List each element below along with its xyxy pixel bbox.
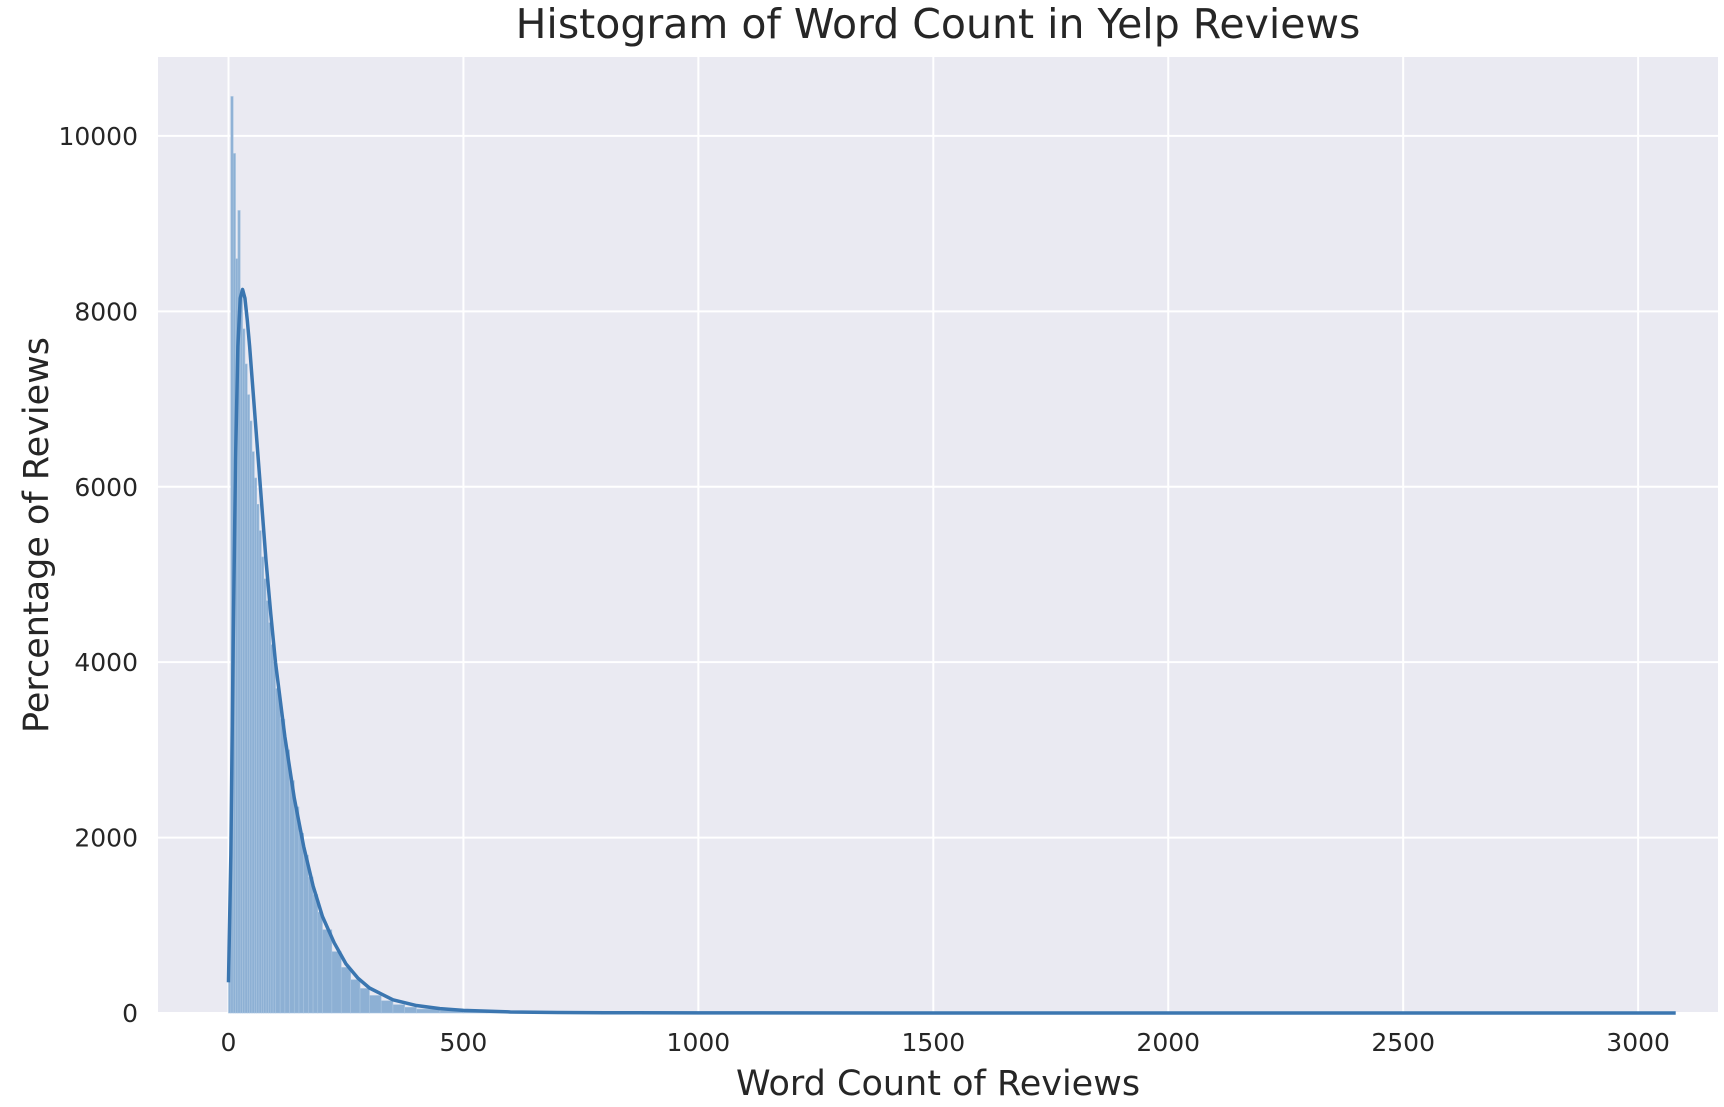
- histogram-bar: [243, 329, 245, 1013]
- histogram-bar: [273, 662, 275, 1013]
- y-tick-label: 0: [122, 999, 138, 1028]
- histogram-bar: [290, 781, 295, 1013]
- y-tick-label: 8000: [74, 297, 138, 326]
- chart-title: Histogram of Word Count in Yelp Reviews: [516, 0, 1361, 48]
- histogram-bar: [318, 912, 323, 1013]
- histogram-bar: [245, 364, 247, 1013]
- histogram-bar: [259, 531, 261, 1013]
- y-tick-labels: 0 2000 4000 6000 8000 10000: [58, 122, 138, 1028]
- histogram-bar: [351, 980, 360, 1013]
- x-tick-label: 3000: [1606, 1028, 1670, 1057]
- histogram-bar: [257, 504, 259, 1013]
- x-tick-label: 500: [440, 1028, 488, 1057]
- histogram-bar: [275, 688, 280, 1013]
- y-tick-label: 6000: [74, 473, 138, 502]
- y-tick-label: 4000: [74, 648, 138, 677]
- histogram-bar: [271, 645, 273, 1013]
- histogram-bar: [266, 601, 268, 1013]
- histogram-bar: [393, 1005, 405, 1013]
- histogram-bar: [341, 967, 350, 1013]
- histogram-bar: [252, 452, 254, 1013]
- plot-area: [158, 57, 1718, 1013]
- histogram-bar: [254, 478, 256, 1013]
- histogram-bar: [250, 421, 252, 1013]
- histogram-bar: [332, 952, 341, 1013]
- y-axis-label: Percentage of Reviews: [17, 337, 57, 733]
- histogram-bar: [247, 395, 249, 1013]
- histogram-bar: [285, 750, 290, 1013]
- x-tick-label: 1500: [901, 1028, 965, 1057]
- x-tick-label: 0: [221, 1028, 237, 1057]
- histogram-bar: [369, 995, 381, 1013]
- histogram-bar: [240, 294, 242, 1013]
- y-tick-label: 10000: [58, 122, 138, 151]
- x-axis-label: Word Count of Reviews: [736, 1064, 1140, 1102]
- histogram-bar: [304, 855, 309, 1013]
- x-tick-label: 2500: [1371, 1028, 1435, 1057]
- x-tick-label: 1000: [667, 1028, 731, 1057]
- x-tick-labels: 0 500 1000 1500 2000 2500 3000: [221, 1028, 1670, 1057]
- histogram-bar: [360, 988, 369, 1013]
- histogram-bar: [299, 833, 304, 1013]
- histogram-bar: [308, 877, 313, 1013]
- histogram-bar: [381, 1001, 393, 1013]
- histogram-bar: [294, 807, 299, 1013]
- histogram-bar: [322, 930, 331, 1013]
- histogram-bar: [264, 579, 266, 1013]
- histogram-bar: [405, 1007, 417, 1013]
- histogram-bar: [268, 623, 270, 1013]
- histogram-bar: [280, 719, 285, 1013]
- histogram-bar: [313, 895, 318, 1013]
- histogram-bar: [261, 557, 263, 1013]
- y-tick-label: 2000: [74, 824, 138, 853]
- x-tick-label: 2000: [1136, 1028, 1200, 1057]
